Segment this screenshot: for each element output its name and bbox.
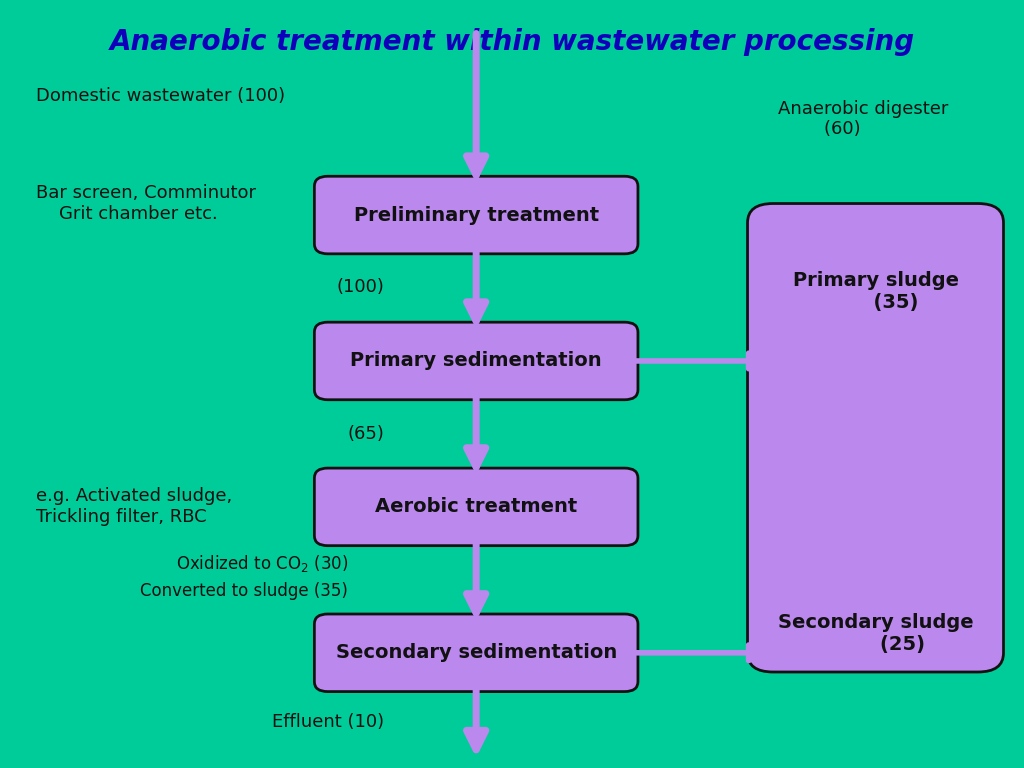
Text: Primary sedimentation: Primary sedimentation [350,352,602,370]
Text: e.g. Activated sludge,
Trickling filter, RBC: e.g. Activated sludge, Trickling filter,… [36,488,232,526]
Text: Anaerobic digester
        (60): Anaerobic digester (60) [778,100,948,138]
FancyBboxPatch shape [314,614,638,691]
Text: Effluent (10): Effluent (10) [272,713,384,731]
FancyBboxPatch shape [314,323,638,399]
Text: Secondary sedimentation: Secondary sedimentation [336,644,616,662]
Text: Oxidized to CO$_2$ (30): Oxidized to CO$_2$ (30) [176,553,348,574]
Text: Bar screen, Comminutor
    Grit chamber etc.: Bar screen, Comminutor Grit chamber etc. [36,184,256,223]
Text: Aerobic treatment: Aerobic treatment [375,498,578,516]
Text: (65): (65) [347,425,384,443]
Text: Anaerobic treatment within wastewater processing: Anaerobic treatment within wastewater pr… [110,28,914,56]
Text: (100): (100) [336,278,384,296]
Text: Primary sludge
      (35): Primary sludge (35) [793,271,958,313]
FancyBboxPatch shape [314,177,638,254]
Text: Domestic wastewater (100): Domestic wastewater (100) [36,87,285,105]
Text: Preliminary treatment: Preliminary treatment [353,206,599,224]
Text: Secondary sludge
        (25): Secondary sludge (25) [777,613,974,654]
FancyBboxPatch shape [748,204,1004,672]
FancyBboxPatch shape [314,468,638,545]
Text: Converted to sludge (35): Converted to sludge (35) [140,582,348,601]
